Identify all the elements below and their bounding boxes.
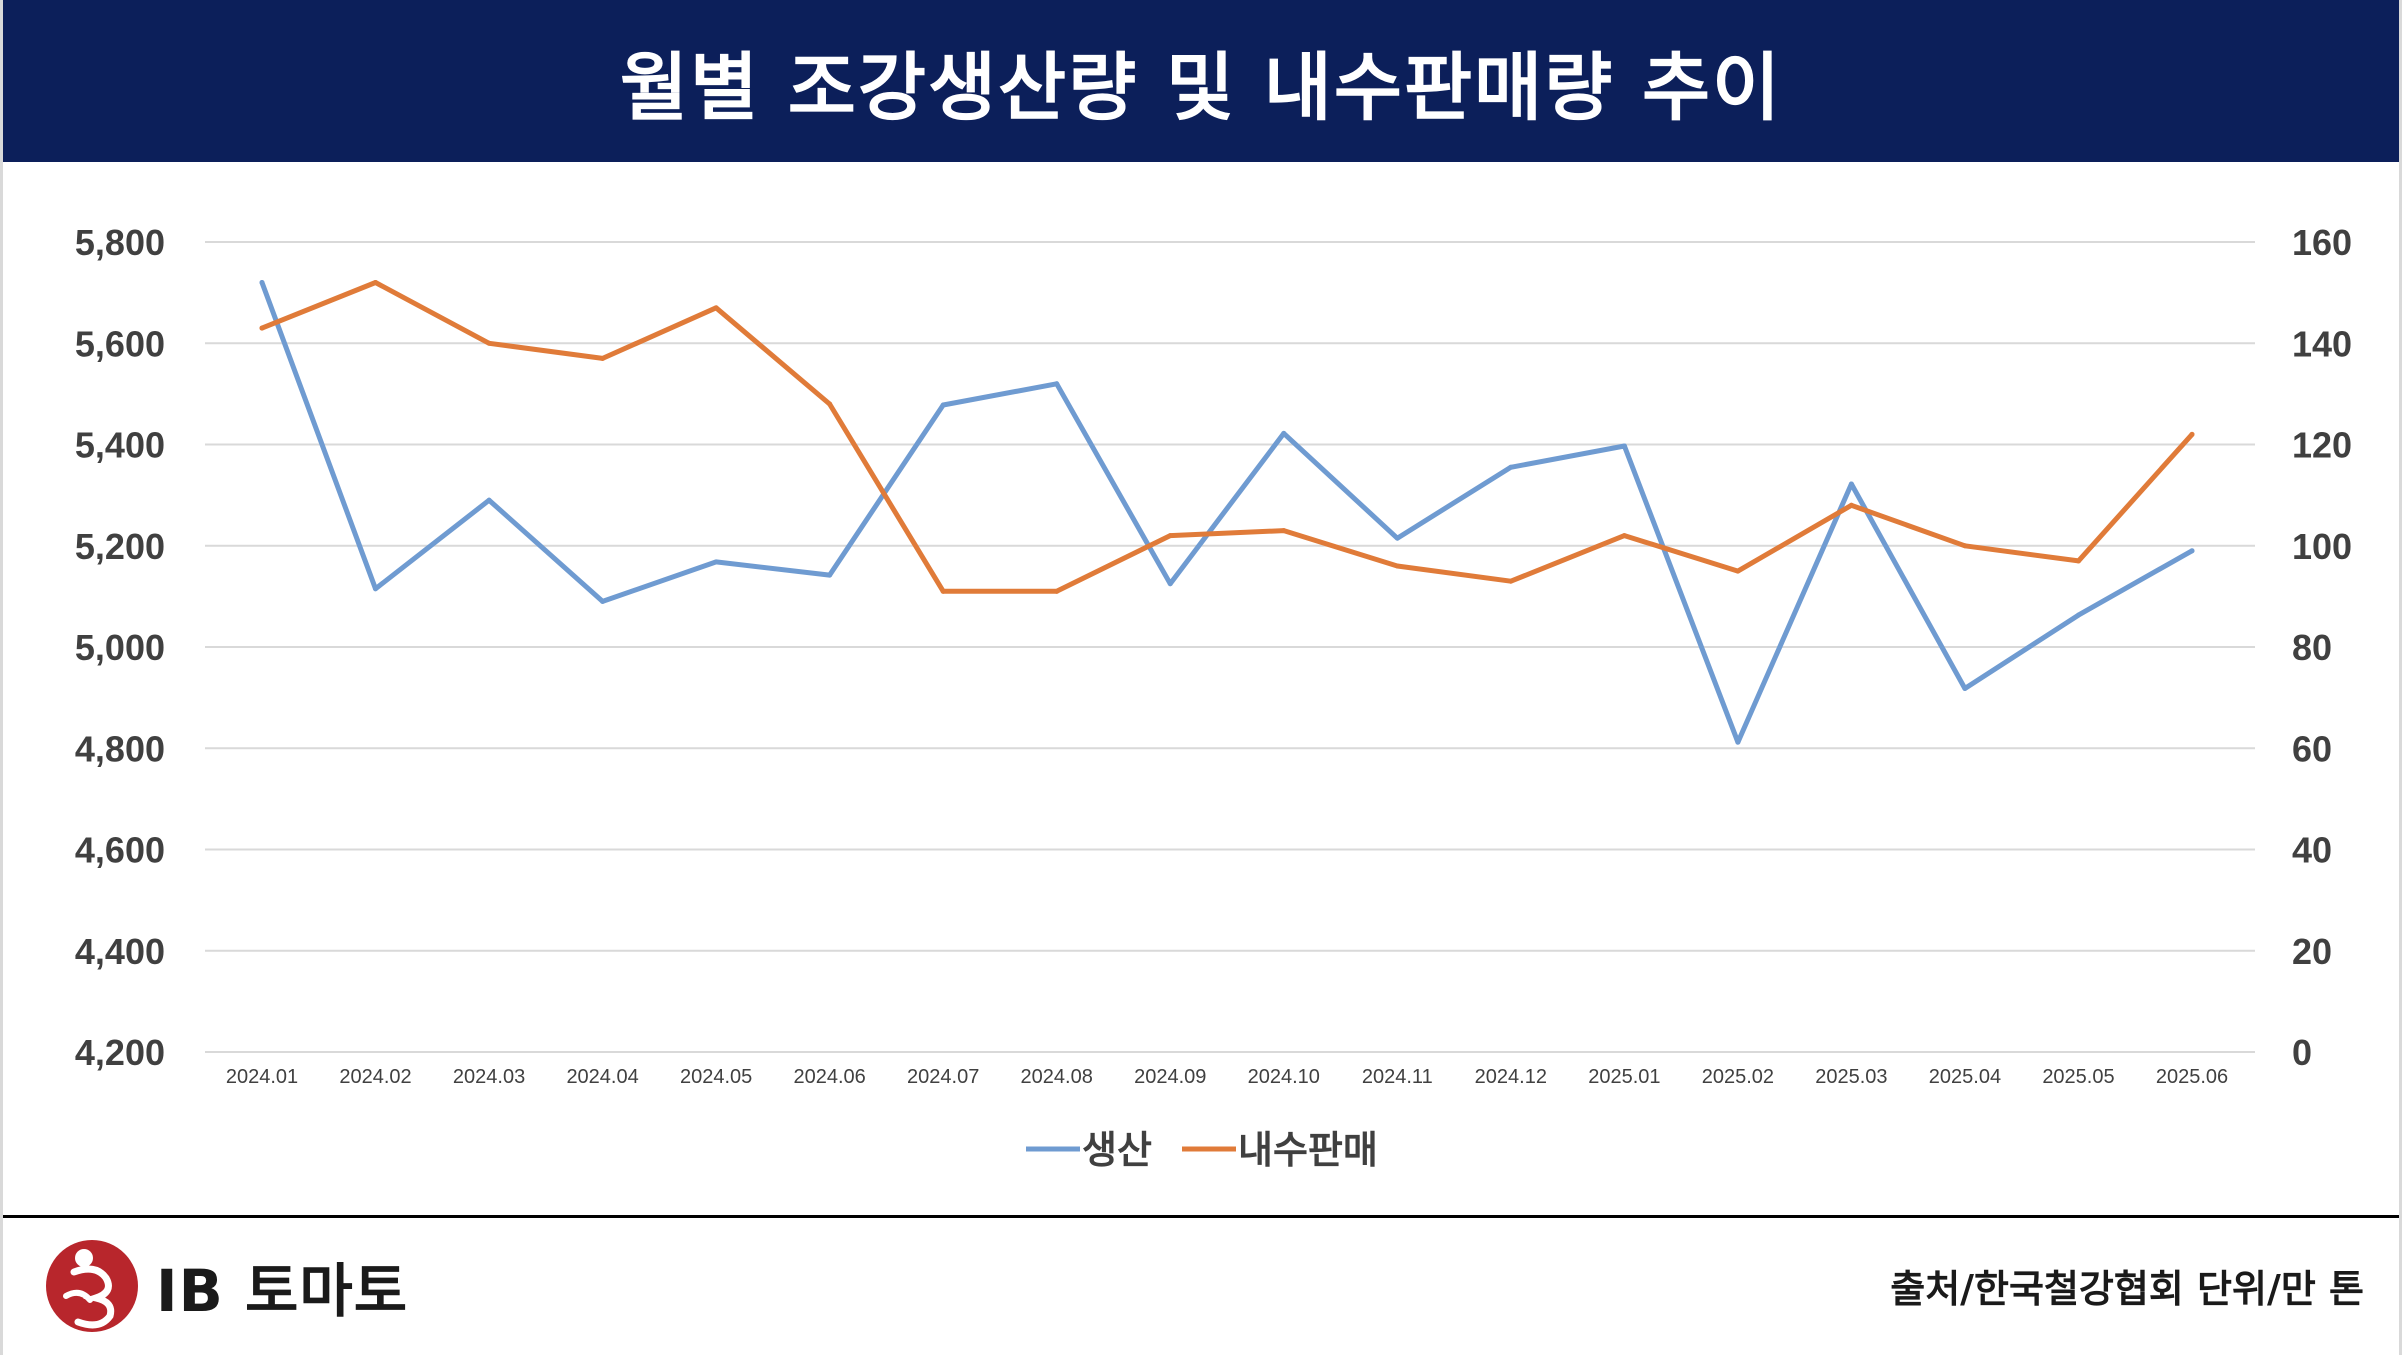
data-point — [1054, 381, 1060, 387]
data-point — [1281, 528, 1287, 534]
data-point — [1962, 543, 1968, 549]
x-tick-label: 2024.01 — [226, 1066, 298, 1088]
data-point — [2075, 612, 2081, 618]
data-point — [1054, 588, 1060, 594]
data-point — [600, 355, 606, 361]
series-line-production — [259, 280, 2195, 745]
x-tick-label: 2025.01 — [1588, 1066, 1660, 1088]
footer-divider — [3, 1215, 2399, 1218]
logo: IB 토마토 — [44, 1236, 408, 1336]
data-point — [827, 401, 833, 407]
y-left-tick-label: 4,400 — [75, 931, 165, 972]
series-line-domestic-sales — [259, 280, 2195, 594]
data-point — [1167, 533, 1173, 539]
chart-title: 월별 조강생산량 및 내수판매량 추이 — [619, 44, 1783, 131]
x-tick-label: 2025.02 — [1702, 1066, 1774, 1088]
data-point — [827, 572, 833, 578]
legend-label: 생산 — [1082, 1128, 1152, 1172]
y-right-tick-label: 80 — [2292, 627, 2332, 668]
y-right-tick-label: 60 — [2292, 728, 2332, 769]
y-left-tick-label: 4,800 — [75, 728, 165, 769]
data-point — [2075, 558, 2081, 564]
y-right-tick-label: 0 — [2292, 1032, 2312, 1073]
data-point — [2189, 548, 2195, 554]
x-tick-label: 2024.06 — [793, 1066, 865, 1088]
title-bar: 월별 조강생산량 및 내수판매량 추이 — [3, 0, 2399, 162]
logo-text: IB 토마토 — [156, 1257, 409, 1325]
data-point — [1167, 581, 1173, 587]
line-chart: 4,200 4,400 4,600 4,800 5,000 5,200 5,400 5,600… — [75, 222, 2352, 1172]
data-point — [1281, 430, 1287, 436]
x-tick-label: 2024.12 — [1475, 1066, 1547, 1088]
data-point — [1508, 578, 1514, 584]
x-tick-label: 2025.04 — [1929, 1066, 2001, 1088]
data-point — [1508, 464, 1514, 470]
legend: 생산 내수판매 — [1026, 1128, 1378, 1172]
data-point — [940, 588, 946, 594]
y-left-tick-label: 5,400 — [75, 425, 165, 466]
x-tick-label: 2024.10 — [1248, 1066, 1320, 1088]
x-tick-label: 2025.05 — [2042, 1066, 2114, 1088]
data-point — [259, 280, 265, 285]
data-point — [713, 559, 719, 565]
x-tick-label: 2024.07 — [907, 1066, 979, 1088]
data-point — [600, 598, 606, 604]
data-point — [1394, 563, 1400, 569]
y-right-tick-label: 160 — [2292, 222, 2352, 263]
data-point — [1848, 481, 1854, 487]
x-tick-label: 2024.09 — [1134, 1066, 1206, 1088]
data-point — [940, 402, 946, 408]
x-tick-label: 2025.06 — [2156, 1066, 2228, 1088]
data-point — [373, 280, 379, 285]
data-point — [259, 325, 265, 331]
y-left-tick-label: 5,600 — [75, 323, 165, 364]
data-point — [1848, 502, 1854, 508]
right-y-axis: 0 20 40 60 80 100 120 140 160 — [2292, 222, 2352, 1073]
data-point — [486, 497, 492, 503]
x-tick-label: 2024.04 — [566, 1066, 638, 1088]
data-point — [1621, 533, 1627, 539]
data-point — [2189, 431, 2195, 437]
y-right-tick-label: 140 — [2292, 323, 2352, 364]
data-point — [1621, 443, 1627, 449]
data-point — [486, 340, 492, 346]
y-left-tick-label: 5,800 — [75, 222, 165, 263]
data-point — [713, 305, 719, 311]
x-tick-label: 2024.11 — [1362, 1066, 1433, 1088]
data-point — [1735, 568, 1741, 574]
x-tick-label: 2024.02 — [339, 1066, 411, 1088]
x-tick-label: 2024.03 — [453, 1066, 525, 1088]
data-point — [1962, 686, 1968, 692]
source-note: 출처/한국철강협회 단위/만 톤 — [1890, 1267, 2364, 1311]
left-y-axis: 4,200 4,400 4,600 4,800 5,000 5,200 5,400 5,600… — [75, 222, 165, 1073]
x-tick-label: 2024.05 — [680, 1066, 752, 1088]
y-right-tick-label: 40 — [2292, 830, 2332, 871]
y-left-tick-label: 4,200 — [75, 1032, 165, 1073]
y-right-tick-label: 120 — [2292, 425, 2352, 466]
x-axis: 2024.01 2024.02 2024.03 2024.04 2024.05 2024.… — [226, 1066, 2228, 1088]
legend-label: 내수판매 — [1238, 1128, 1378, 1172]
series-layer — [259, 280, 2195, 745]
y-left-tick-label: 4,600 — [75, 830, 165, 871]
y-right-tick-label: 20 — [2292, 931, 2332, 972]
logo-mark-icon — [46, 1240, 138, 1332]
y-left-tick-label: 5,200 — [75, 526, 165, 567]
data-point — [1394, 535, 1400, 541]
x-tick-label: 2024.08 — [1021, 1066, 1093, 1088]
y-right-tick-label: 100 — [2292, 526, 2352, 567]
y-left-tick-label: 5,000 — [75, 627, 165, 668]
data-point — [1735, 739, 1741, 745]
gridlines — [205, 241, 2255, 1053]
x-tick-label: 2025.03 — [1815, 1066, 1887, 1088]
data-point — [373, 586, 379, 592]
